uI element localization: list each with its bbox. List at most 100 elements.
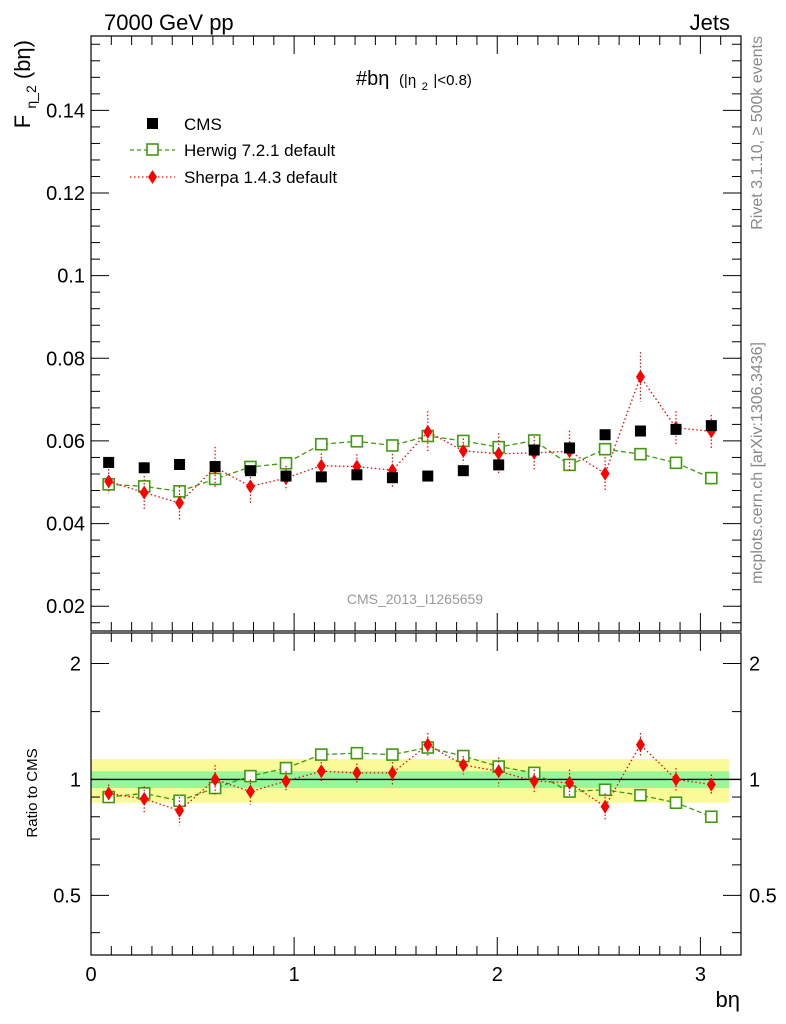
legend-marker-herwig: [146, 143, 159, 156]
herwig-point: [669, 456, 683, 470]
ratio-y-tick-label-left: 0.5: [53, 885, 81, 907]
herwig-point: [279, 456, 293, 470]
cms-point: [351, 469, 363, 481]
ratio-y-tick-label-left: 1: [70, 769, 81, 791]
cms-point: [528, 444, 540, 456]
main-y-tick-label: 0.12: [46, 183, 85, 205]
ratio-data-layer: [102, 732, 718, 826]
ratio-sherpa-point: [529, 774, 539, 789]
legend-label-sherpa: Sherpa 1.4.3 default: [184, 168, 337, 187]
cms-point: [705, 420, 717, 432]
header-energy-label: 7000 GeV pp: [104, 10, 234, 35]
plot-title-main: #bη: [356, 68, 389, 90]
herwig-point: [634, 447, 647, 461]
herwig-point: [705, 471, 718, 485]
sherpa-point: [635, 369, 645, 384]
ratio-panel: 0 1 2 3 0.5 0.5 1 1 2 2 Ratio to CMS bη: [24, 632, 777, 1012]
ratio-y-tick-label-right: 0.5: [749, 885, 777, 907]
main-y-tick-label: 0.14: [46, 100, 85, 122]
ratio-sherpa-point: [635, 737, 645, 752]
ratio-herwig-point: [315, 748, 328, 761]
main-y-tick-label: 0.1: [57, 266, 85, 288]
main-data-layer: [102, 352, 718, 520]
main-y-tick-label: 0.06: [46, 431, 85, 453]
ratio-sherpa-point: [352, 765, 362, 780]
sherpa-point: [245, 479, 255, 494]
header-process-label: Jets: [690, 10, 730, 35]
main-y-tick-label: 0.08: [46, 348, 85, 370]
ratio-y-tick-label-right: 1: [749, 769, 760, 791]
ratio-sherpa-point: [281, 774, 291, 789]
x-tick-label: 3: [695, 964, 706, 986]
ratio-sherpa-point: [494, 764, 504, 779]
ratio-herwig-point: [279, 761, 293, 775]
ratio-sherpa-point: [387, 765, 397, 780]
ratio-herwig-point: [244, 769, 257, 783]
sherpa-series-line: [108, 375, 712, 504]
herwig-point: [598, 442, 612, 456]
legend-marker-sherpa: [148, 170, 157, 184]
ratio-axes: 0 1 2 3 0.5 0.5 1 1 2 2: [53, 633, 777, 986]
ratio-frame: [90, 632, 742, 956]
sherpa-point: [423, 424, 433, 439]
sherpa-point: [600, 466, 610, 481]
cms-point: [103, 456, 115, 468]
sherpa-point: [316, 458, 326, 473]
sherpa-point: [139, 485, 149, 500]
cms-point: [422, 470, 434, 482]
plot-title: #bη (|η 2 |<0.8): [356, 68, 472, 95]
cms-point: [457, 465, 469, 477]
ratio-uncertainty-band: [90, 758, 730, 803]
ratio-y-tick-label-left: 2: [70, 653, 81, 675]
legend-label-cms: CMS: [184, 115, 222, 134]
y-label-sub: η_2: [23, 85, 39, 109]
sherpa-point: [458, 443, 468, 458]
ratio-sherpa-point: [423, 737, 433, 752]
x-axis-label: bη: [716, 987, 740, 1012]
sherpa-point: [494, 446, 504, 461]
legend-label-herwig: Herwig 7.2.1 default: [184, 141, 335, 160]
ratio-sherpa-point: [210, 772, 220, 787]
main-y-tick-label: 0.02: [46, 596, 85, 618]
cms-point: [386, 472, 398, 484]
ratio-herwig-point: [669, 796, 683, 810]
x-tick-label: 0: [85, 964, 96, 986]
x-tick-label: 2: [492, 964, 503, 986]
ratio-sherpa-point: [671, 772, 681, 787]
ratio-sherpa-point: [316, 764, 326, 779]
herwig-series-line: [108, 435, 712, 493]
ratio-sherpa-point: [706, 777, 716, 792]
legend: CMS Herwig 7.2.1 default Sherpa 1.4.3 de…: [130, 115, 337, 187]
ratio-herwig-point: [705, 810, 718, 824]
cms-point: [209, 461, 221, 473]
main-y-axis-label: F η_2 (bη): [10, 40, 41, 128]
herwig-point: [350, 435, 364, 448]
herwig-point: [563, 458, 576, 472]
cms-point: [280, 470, 292, 482]
main-frame: [90, 35, 742, 632]
x-tick-label: 1: [289, 964, 300, 986]
ratio-sherpa-point: [458, 758, 468, 773]
rivet-version-label: Rivet 3.1.10, ≥ 500k events: [749, 36, 766, 230]
plot-title-sub-open: (|η: [399, 72, 416, 89]
cms-point: [315, 471, 327, 483]
sherpa-point: [104, 474, 114, 489]
legend-entry-herwig: Herwig 7.2.1 default: [130, 141, 335, 160]
ratio-sherpa-series-line: [108, 743, 712, 812]
ratio-herwig-point: [386, 748, 399, 761]
ratio-sherpa-point: [245, 784, 255, 799]
mcplots-label: mcplots.cern.ch [arXiv:1306.3436]: [749, 342, 766, 584]
plot-title-sub-close: |<0.8): [433, 72, 472, 89]
plot-title-sub-index: 2: [422, 81, 428, 93]
ratio-sherpa-point: [565, 775, 575, 790]
analysis-watermark: CMS_2013_I1265659: [347, 591, 483, 607]
ratio-herwig-point: [350, 746, 364, 760]
ratio-herwig-point: [598, 783, 612, 797]
ratio-sherpa-point: [104, 786, 114, 801]
main-y-tick-label: 0.04: [46, 514, 85, 536]
main-panel: 0.02 0.04 0.06 0.08 0.1 0.12 0.14 #bη (|η 2 |<…: [10, 35, 742, 632]
legend-entry-sherpa: Sherpa 1.4.3 default: [130, 168, 337, 187]
cms-point: [599, 429, 611, 441]
main-axes: 0.02 0.04 0.06 0.08 0.1 0.12 0.14: [46, 36, 742, 631]
